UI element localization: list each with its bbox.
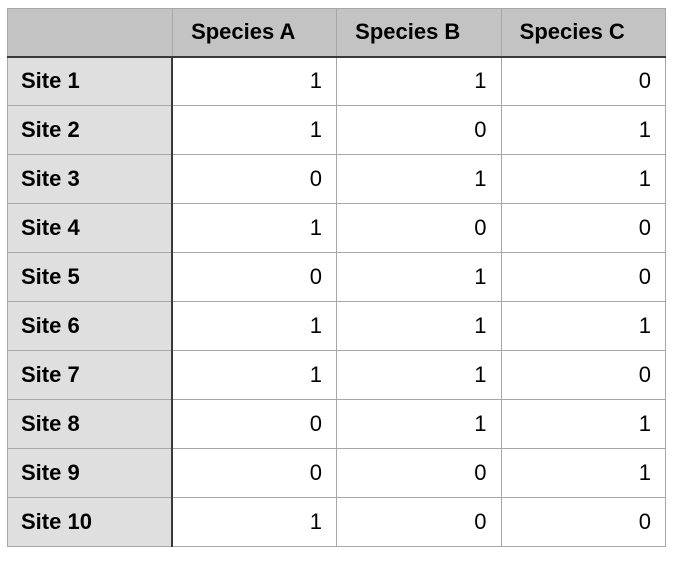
species-presence-table: Species A Species B Species C Site 1 1 1… xyxy=(7,8,666,547)
row-label: Site 5 xyxy=(7,252,173,302)
row-label: Site 6 xyxy=(7,301,173,351)
data-cell: 1 xyxy=(336,56,502,106)
row-label: Site 10 xyxy=(7,497,173,547)
header-row: Species A Species B Species C xyxy=(7,8,666,58)
row-label: Site 9 xyxy=(7,448,173,498)
data-cell: 0 xyxy=(336,448,502,498)
data-cell: 1 xyxy=(500,154,666,204)
data-cell: 0 xyxy=(336,105,502,155)
data-cell: 1 xyxy=(500,105,666,155)
row-label: Site 3 xyxy=(7,154,173,204)
table-row: Site 2 1 0 1 xyxy=(7,105,666,155)
data-cell: 0 xyxy=(500,350,666,400)
table-row: Site 1 1 1 0 xyxy=(7,56,666,106)
table-row: Site 5 0 1 0 xyxy=(7,252,666,302)
table-row: Site 4 1 0 0 xyxy=(7,203,666,253)
data-cell: 1 xyxy=(336,301,502,351)
data-cell: 0 xyxy=(500,203,666,253)
data-cell: 0 xyxy=(171,399,337,449)
row-label: Site 1 xyxy=(7,56,173,106)
data-cell: 0 xyxy=(171,154,337,204)
data-cell: 1 xyxy=(336,154,502,204)
table-row: Site 10 1 0 0 xyxy=(7,497,666,547)
row-label: Site 7 xyxy=(7,350,173,400)
data-cell: 1 xyxy=(336,399,502,449)
data-cell: 1 xyxy=(171,105,337,155)
row-label: Site 4 xyxy=(7,203,173,253)
data-cell: 1 xyxy=(500,399,666,449)
table-row: Site 8 0 1 1 xyxy=(7,399,666,449)
data-cell: 1 xyxy=(171,56,337,106)
data-cell: 1 xyxy=(336,350,502,400)
data-cell: 0 xyxy=(171,252,337,302)
data-cell: 0 xyxy=(171,448,337,498)
data-cell: 0 xyxy=(500,252,666,302)
data-cell: 1 xyxy=(500,448,666,498)
table-row: Site 3 0 1 1 xyxy=(7,154,666,204)
data-cell: 1 xyxy=(171,497,337,547)
corner-header-cell xyxy=(7,8,173,58)
data-cell: 0 xyxy=(336,497,502,547)
column-header-species-c: Species C xyxy=(500,8,666,58)
table-row: Site 6 1 1 1 xyxy=(7,301,666,351)
table-row: Site 9 0 0 1 xyxy=(7,448,666,498)
data-cell: 1 xyxy=(336,252,502,302)
row-label: Site 2 xyxy=(7,105,173,155)
data-cell: 0 xyxy=(336,203,502,253)
column-header-species-b: Species B xyxy=(336,8,502,58)
row-label: Site 8 xyxy=(7,399,173,449)
data-cell: 1 xyxy=(171,301,337,351)
data-cell: 1 xyxy=(171,203,337,253)
data-cell: 1 xyxy=(171,350,337,400)
data-cell: 1 xyxy=(500,301,666,351)
column-header-species-a: Species A xyxy=(171,8,337,58)
data-cell: 0 xyxy=(500,497,666,547)
table-row: Site 7 1 1 0 xyxy=(7,350,666,400)
data-cell: 0 xyxy=(500,56,666,106)
